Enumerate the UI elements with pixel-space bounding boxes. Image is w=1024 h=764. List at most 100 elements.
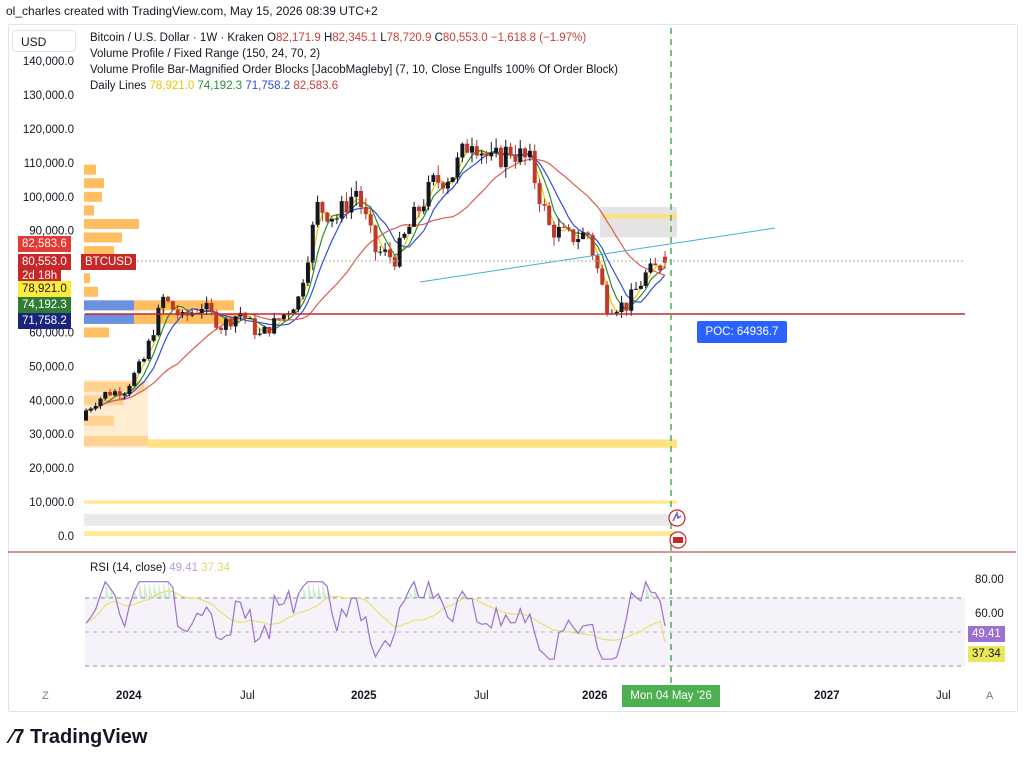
candle-body	[257, 333, 262, 335]
candle-body	[479, 153, 484, 156]
candle-body	[556, 227, 561, 238]
daily-line-red-value: 82,583.6	[293, 80, 339, 92]
y-tick-label: 110,000.0	[24, 158, 74, 170]
rsi-level-80: 80.00	[975, 574, 1004, 586]
volume-profile-legend[interactable]: Volume Profile / Fixed Range (150, 24, 7…	[90, 48, 321, 60]
candle-body	[494, 147, 499, 153]
candle-body	[127, 385, 132, 395]
candle-body	[223, 318, 228, 330]
candle-body	[648, 263, 653, 273]
tradingview-logo[interactable]: ⁄7 TradingView	[10, 726, 147, 749]
volume-profile-bar	[84, 286, 98, 297]
candle-body	[465, 143, 470, 153]
candle-body	[354, 191, 359, 197]
candle-body	[209, 303, 214, 312]
created-by-text: ol_charles created with TradingView.com,…	[6, 4, 378, 18]
y-tick-label: 40,000.0	[29, 395, 74, 407]
candle-body	[262, 326, 267, 334]
date-cursor-label: Mon 04 May '26	[622, 685, 720, 707]
candle-body	[233, 316, 238, 327]
candle-body	[151, 335, 156, 341]
candle-body	[441, 182, 446, 189]
candle-body	[397, 237, 402, 267]
volume-profile-bar	[84, 178, 104, 189]
candle-body	[291, 309, 296, 314]
chart-frame	[8, 24, 1018, 712]
tag-last-price: 80,553.0	[18, 254, 71, 270]
candle-body	[402, 233, 407, 238]
candle-body	[368, 214, 373, 226]
candle-body	[248, 318, 253, 320]
symbol-tag: BTCUSD	[81, 254, 137, 270]
candle-body	[93, 405, 98, 409]
candle-body	[387, 249, 392, 258]
candle-body	[629, 289, 634, 311]
y-tick-label: 120,000.0	[23, 124, 74, 136]
rsi-legend[interactable]: RSI (14, close) 49.41 37.34	[90, 562, 230, 574]
ohlc-o-label: O	[267, 32, 276, 44]
candle-body	[561, 227, 566, 229]
candle-body	[383, 249, 388, 252]
event-icons	[668, 509, 687, 549]
candle-body	[407, 226, 412, 234]
candle-body	[638, 285, 643, 289]
candle-body	[585, 232, 590, 235]
corner-z[interactable]: Z	[42, 690, 49, 702]
candle-body	[378, 251, 383, 253]
candle-body	[503, 146, 508, 168]
candle-body	[301, 282, 306, 297]
event-icon-upper	[668, 509, 686, 527]
ohlc-c-label: C	[434, 32, 443, 44]
volume-profile-bar	[84, 273, 90, 284]
candle-body	[445, 181, 450, 189]
daily-line-blue-value: 71,758.2	[245, 80, 291, 92]
x-label-2027: 2027	[814, 690, 840, 702]
tag-green-ma: 74,192.3	[18, 297, 71, 313]
lightning-icon	[672, 510, 682, 522]
moving-average-line	[85, 150, 666, 412]
y-tick-label: 30,000.0	[29, 429, 74, 441]
moving-average-line	[85, 149, 666, 412]
poc-label: POC: 64936.7	[697, 321, 787, 343]
candle-body	[537, 183, 542, 205]
candle-body	[98, 398, 103, 406]
x-label-2025: 2025	[351, 690, 377, 702]
rsi-pane	[85, 579, 965, 667]
candle-body	[643, 272, 648, 286]
flag-icon-body	[673, 537, 683, 543]
candle-body	[267, 326, 272, 334]
candle-body	[330, 219, 335, 222]
x-label-jul-2027: Jul	[936, 690, 951, 702]
candle-body	[523, 148, 528, 158]
daily-lines-legend[interactable]: Daily Lines 78,921.0 74,192.3 71,758.2 8…	[90, 80, 338, 92]
y-tick-label: 130,000.0	[23, 90, 74, 102]
rsi-value-tag: 49.41	[968, 626, 1005, 642]
candle-body	[156, 307, 161, 336]
daily-line-green-value: 74,192.3	[197, 80, 243, 92]
ohlc-open: 82,171.9	[275, 32, 321, 44]
tag-red-ma: 82,583.6	[18, 236, 71, 252]
y-tick-label: 20,000.0	[29, 463, 74, 475]
order-block-zone	[84, 530, 677, 536]
candle-body	[334, 218, 339, 220]
candle-body	[325, 212, 330, 222]
currency-label[interactable]: USD	[12, 30, 76, 52]
order-block-zone	[148, 439, 677, 448]
y-tick-label: 100,000.0	[23, 192, 74, 204]
order-blocks-legend[interactable]: Volume Profile Bar-Magnified Order Block…	[90, 64, 618, 76]
candle-body	[146, 340, 151, 360]
candle-body	[421, 206, 426, 212]
volume-profile-bar	[84, 327, 109, 338]
order-block-zone	[600, 206, 677, 238]
trendline	[419, 227, 776, 283]
candle-body	[112, 391, 117, 396]
volume-profile-value-area-bar	[84, 313, 134, 324]
corner-a[interactable]: A	[986, 690, 994, 702]
candle-body	[436, 175, 441, 183]
volume-profile-bar	[84, 164, 96, 175]
logo-text: TradingView	[30, 726, 148, 748]
candle-body	[571, 229, 576, 243]
candle-body	[489, 152, 494, 157]
candle-body	[252, 318, 257, 335]
